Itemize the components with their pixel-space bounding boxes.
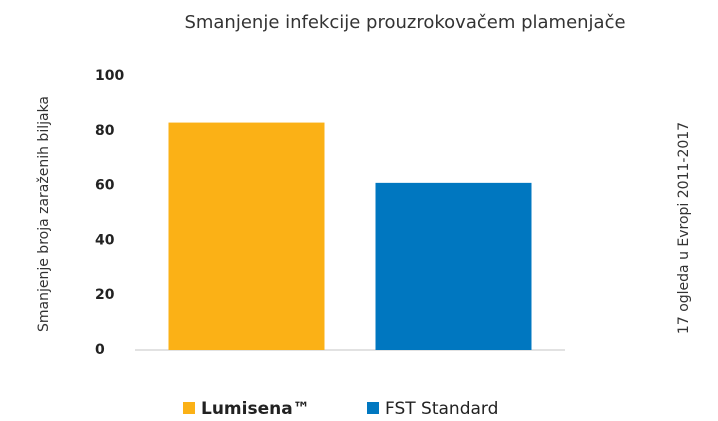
y-tick-label: 60	[95, 178, 115, 194]
legend-swatch	[183, 402, 195, 414]
annotation: 17 ogleda u Evropi 2011-2017	[676, 122, 692, 334]
legend-label: Lumisena™	[201, 399, 310, 419]
y-tick-label: 0	[95, 342, 105, 358]
y-tick-label: 20	[95, 287, 115, 303]
legend-label: FST Standard	[385, 399, 498, 419]
y-tick-label: 100	[95, 68, 124, 84]
legend-swatch	[367, 402, 379, 414]
y-axis-title: Smanjenje broja zaraženih biljaka	[36, 96, 52, 332]
chart-title: Smanjenje infekcije prouzrokovačem plame…	[184, 12, 625, 33]
bar	[168, 122, 325, 350]
bar	[375, 182, 532, 350]
y-tick-label: 80	[95, 123, 115, 139]
y-tick-label: 40	[95, 232, 115, 248]
